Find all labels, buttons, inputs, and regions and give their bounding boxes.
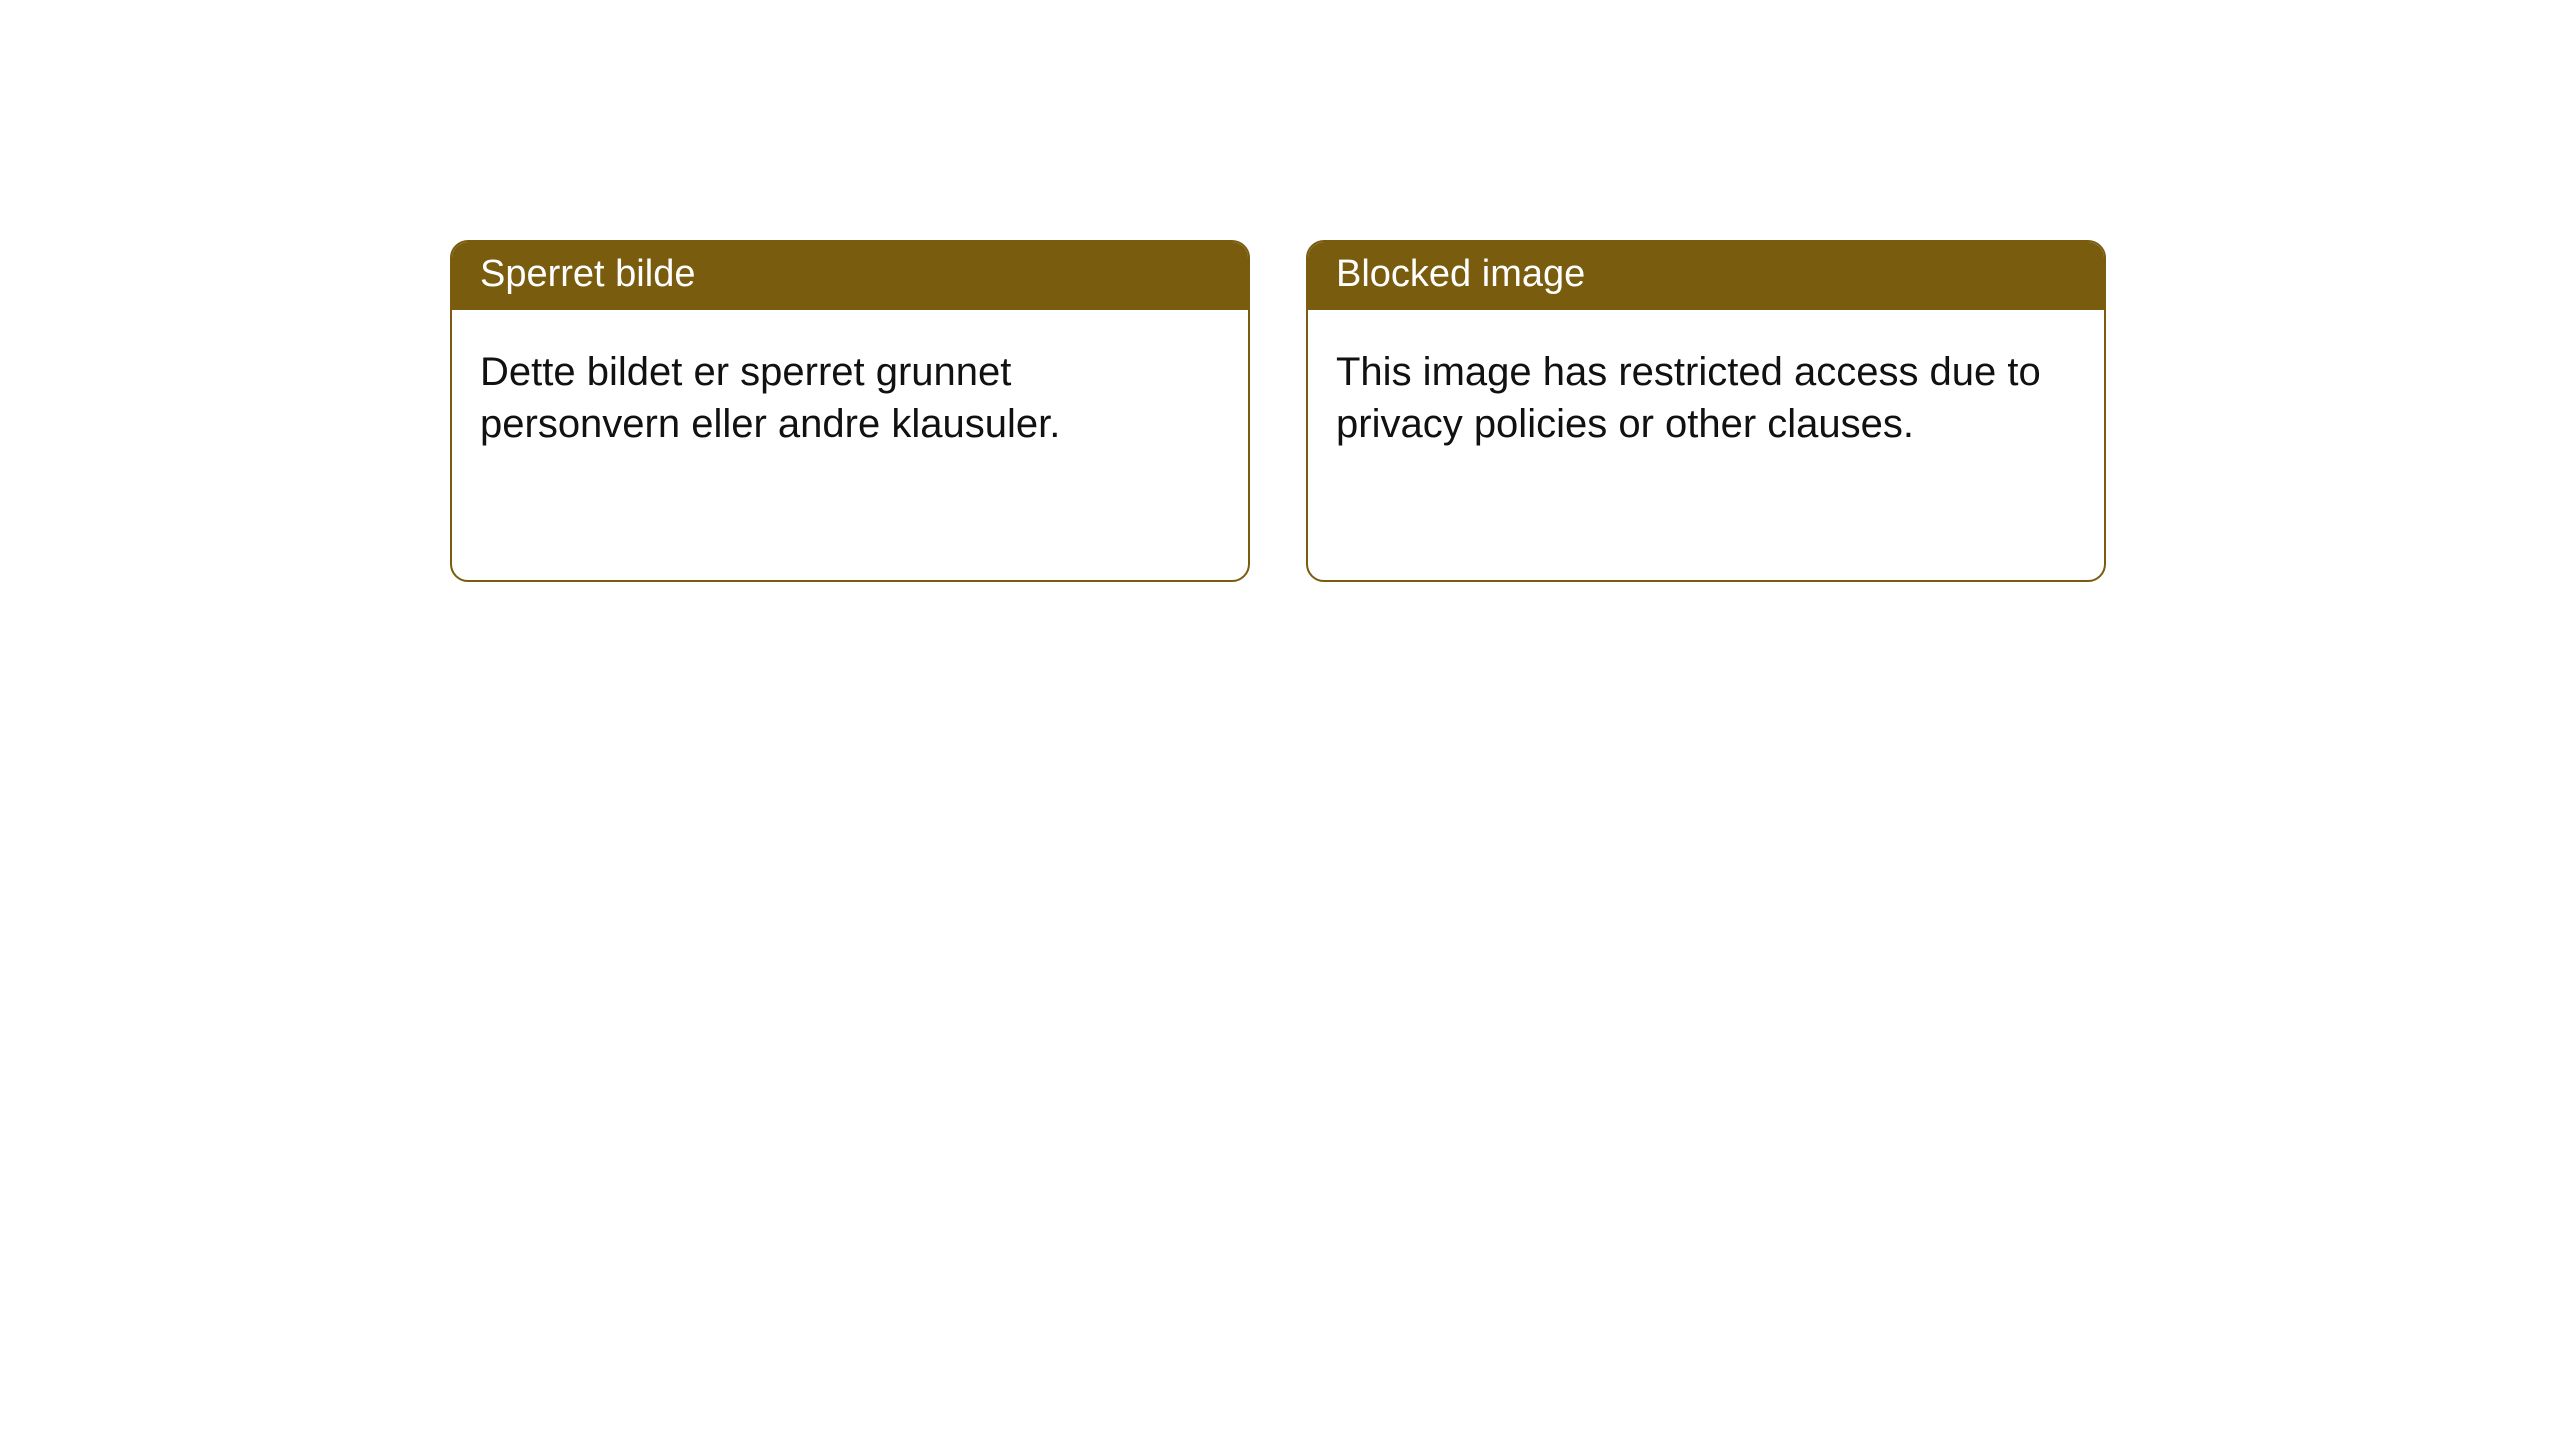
notice-card-english: Blocked image This image has restricted …	[1306, 240, 2106, 582]
notice-card-norwegian: Sperret bilde Dette bildet er sperret gr…	[450, 240, 1250, 582]
notice-body-english: This image has restricted access due to …	[1308, 310, 2104, 580]
notice-body-norwegian: Dette bildet er sperret grunnet personve…	[452, 310, 1248, 580]
notice-title-norwegian: Sperret bilde	[452, 242, 1248, 310]
notice-container: Sperret bilde Dette bildet er sperret gr…	[450, 240, 2106, 582]
notice-title-english: Blocked image	[1308, 242, 2104, 310]
